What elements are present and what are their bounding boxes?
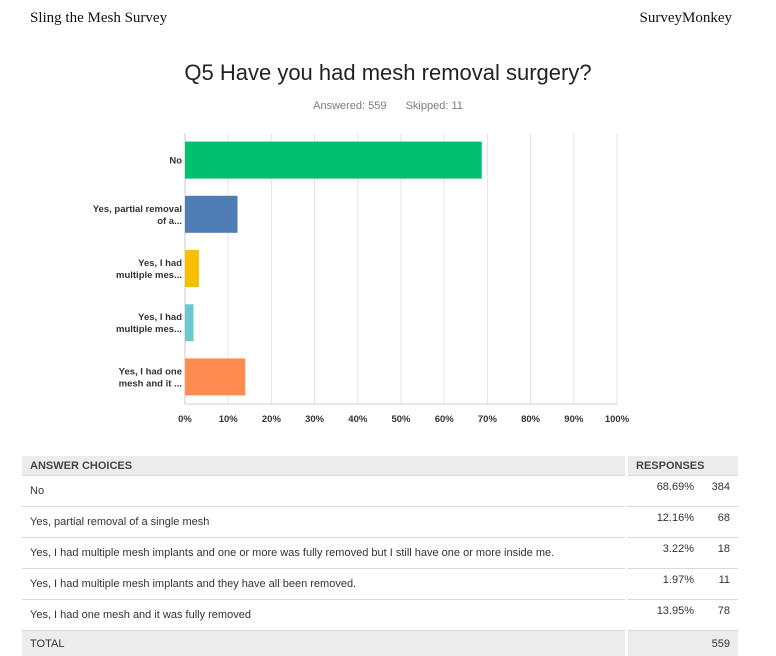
response-count: 68 <box>702 507 738 538</box>
table-row: Yes, partial removal of a single mesh 12… <box>22 507 738 538</box>
answer-choice: Yes, I had multiple mesh implants and on… <box>22 538 627 569</box>
response-count: 78 <box>702 600 738 631</box>
category-label-line: Yes, I had <box>138 312 182 323</box>
x-tick-label: 100% <box>605 414 630 425</box>
total-label: TOTAL <box>22 631 627 656</box>
x-tick-label: 20% <box>262 414 282 425</box>
category-label-line: mesh and it ... <box>119 378 182 389</box>
bar <box>185 250 199 287</box>
table-row: No 68.69% 384 <box>22 476 738 507</box>
bar <box>185 142 482 179</box>
category-label-line: multiple mes... <box>116 324 182 335</box>
x-tick-label: 50% <box>391 414 411 425</box>
table-header-row: ANSWER CHOICES RESPONSES <box>22 456 738 476</box>
response-percent: 1.97% <box>627 569 703 600</box>
answer-choice: Yes, I had one mesh and it was fully rem… <box>22 600 627 631</box>
response-count: 384 <box>702 476 738 507</box>
answer-choice: Yes, partial removal of a single mesh <box>22 507 627 538</box>
x-tick-label: 40% <box>348 414 368 425</box>
response-count: 18 <box>702 538 738 569</box>
bar-chart: 0% 10% 20% 30% 40% 50% 60% 70% 80% 90% 100% No Yes, … <box>0 0 776 440</box>
x-tick-label: 30% <box>305 414 325 425</box>
response-percent: 12.16% <box>627 507 703 538</box>
total-spacer <box>627 631 703 656</box>
response-percent: 3.22% <box>627 538 703 569</box>
category-label-line: Yes, partial removal <box>93 204 182 215</box>
responses-header: RESPONSES <box>627 456 739 476</box>
x-tick-label: 60% <box>435 414 455 425</box>
bar <box>185 196 238 233</box>
bar <box>185 304 194 341</box>
category-label: No <box>169 156 182 167</box>
x-tick-label: 10% <box>219 414 239 425</box>
category-label-line: multiple mes... <box>116 270 182 281</box>
answer-choice: Yes, I had multiple mesh implants and th… <box>22 569 627 600</box>
response-percent: 13.95% <box>627 600 703 631</box>
category-label-line: Yes, I had <box>138 258 182 269</box>
x-tick-label: 0% <box>178 414 192 425</box>
table-row: Yes, I had one mesh and it was fully rem… <box>22 600 738 631</box>
response-count: 11 <box>702 569 738 600</box>
category-label-line: Yes, I had one <box>119 366 182 377</box>
total-count: 559 <box>702 631 738 656</box>
x-tick-label: 90% <box>564 414 584 425</box>
response-percent: 68.69% <box>627 476 703 507</box>
table-row: Yes, I had multiple mesh implants and th… <box>22 569 738 600</box>
answer-choice: No <box>22 476 627 507</box>
category-label-line: of a... <box>157 216 182 227</box>
x-tick-label: 70% <box>478 414 498 425</box>
table-row: Yes, I had multiple mesh implants and on… <box>22 538 738 569</box>
bar <box>185 358 245 395</box>
total-row: TOTAL 559 <box>22 631 738 656</box>
responses-table: ANSWER CHOICES RESPONSES No 68.69% 384 Y… <box>22 456 738 656</box>
answer-choices-header: ANSWER CHOICES <box>22 456 627 476</box>
x-tick-label: 80% <box>521 414 541 425</box>
category-label-line: No <box>169 156 182 167</box>
